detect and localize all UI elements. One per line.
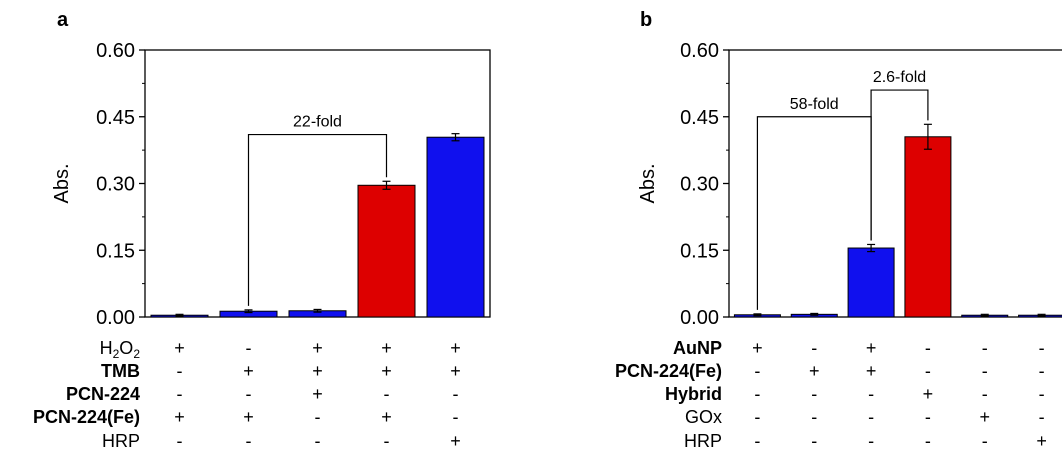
condition-cell: + (809, 361, 820, 381)
condition-cell: - (811, 338, 817, 358)
condition-cell: - (754, 384, 760, 404)
condition-cell: - (811, 407, 817, 427)
condition-cell: - (384, 384, 390, 404)
condition-cell: + (243, 407, 254, 427)
condition-cell: - (868, 407, 874, 427)
condition-cell: - (1039, 407, 1045, 427)
condition-cell: - (868, 431, 874, 451)
fold-bracket (247, 133, 388, 306)
condition-cell: + (752, 338, 763, 358)
condition-cell: - (982, 431, 988, 451)
condition-cell: - (177, 431, 183, 451)
condition-cell: - (754, 407, 760, 427)
chart-panel-b: b 0.00 0.15 0.30 0.45 0.60 Abs. 58-fold 2.6-fold… (615, 9, 1062, 451)
fold-annotation: 58-fold (790, 96, 839, 113)
condition-cell: - (754, 431, 760, 451)
condition-cell: - (754, 361, 760, 381)
condition-cell: + (312, 338, 323, 358)
condition-cell: - (246, 431, 252, 451)
fold-annotation: 2.6-fold (873, 69, 926, 86)
y-tick-label: 0.60 (680, 40, 719, 62)
condition-cell: + (866, 338, 877, 358)
y-tick-label: 0.60 (96, 40, 135, 62)
condition-cell: + (312, 361, 323, 381)
y-axis-label: Abs. (637, 163, 659, 203)
condition-row-label: GOx (685, 407, 722, 427)
bar (904, 136, 952, 318)
condition-cell: - (811, 431, 817, 451)
bar (426, 136, 485, 318)
condition-cell: - (925, 431, 931, 451)
condition-row-label: PCN-224(Fe) (33, 407, 140, 427)
condition-cell: + (381, 361, 392, 381)
condition-cell: - (868, 384, 874, 404)
condition-cell: - (1039, 361, 1045, 381)
bar (847, 247, 895, 318)
condition-cell: - (1039, 338, 1045, 358)
condition-cell: - (925, 407, 931, 427)
condition-cell: - (811, 384, 817, 404)
y-tick-label: 0.00 (96, 307, 135, 329)
condition-row-label: Hybrid (665, 384, 722, 404)
condition-row-label: HRP (684, 431, 722, 451)
condition-cell: - (453, 407, 459, 427)
condition-cell: - (384, 431, 390, 451)
y-tick-label: 0.15 (96, 240, 135, 262)
condition-cell: - (246, 384, 252, 404)
condition-cell: - (453, 384, 459, 404)
y-tick-label: 0.00 (680, 307, 719, 329)
condition-cell: - (177, 361, 183, 381)
condition-cell: - (982, 384, 988, 404)
condition-cell: + (312, 384, 323, 404)
condition-row-label: AuNP (673, 338, 722, 358)
y-tick-label: 0.15 (680, 240, 719, 262)
condition-cell: - (982, 338, 988, 358)
condition-cell: - (177, 384, 183, 404)
condition-cell: + (381, 338, 392, 358)
condition-cell: - (982, 361, 988, 381)
panel-label: b (640, 9, 652, 31)
condition-cell: + (1036, 431, 1047, 451)
fold-bracket (870, 89, 929, 241)
chart-panel-a: a 0.00 0.15 0.30 0.45 0.60 Abs. 22-fold H2O2 + - + +… (33, 9, 491, 451)
y-tick-label: 0.30 (96, 174, 135, 196)
panel-label: a (57, 9, 69, 31)
condition-cell: + (450, 361, 461, 381)
condition-cell: + (923, 384, 934, 404)
y-tick-label: 0.45 (96, 107, 135, 129)
fold-annotation: 22-fold (293, 114, 342, 131)
y-axis-label: Abs. (51, 163, 73, 203)
condition-cell: - (925, 338, 931, 358)
condition-cell: + (450, 431, 461, 451)
condition-row-label: PCN-224 (66, 384, 140, 404)
condition-row-label: TMB (101, 361, 140, 381)
condition-cell: + (243, 361, 254, 381)
condition-cell: - (315, 431, 321, 451)
condition-row-label: H2O2 (100, 338, 141, 361)
condition-cell: + (381, 407, 392, 427)
condition-cell: + (174, 407, 185, 427)
y-tick-label: 0.45 (680, 107, 719, 129)
condition-cell: - (925, 361, 931, 381)
y-tick-label: 0.30 (680, 174, 719, 196)
bar (357, 184, 416, 318)
condition-cell: + (450, 338, 461, 358)
condition-row-label: PCN-224(Fe) (615, 361, 722, 381)
condition-row-label: HRP (102, 431, 140, 451)
condition-cell: - (246, 338, 252, 358)
condition-cell: + (174, 338, 185, 358)
condition-cell: + (979, 407, 990, 427)
condition-cell: - (1039, 384, 1045, 404)
condition-cell: + (866, 361, 877, 381)
condition-cell: - (315, 407, 321, 427)
